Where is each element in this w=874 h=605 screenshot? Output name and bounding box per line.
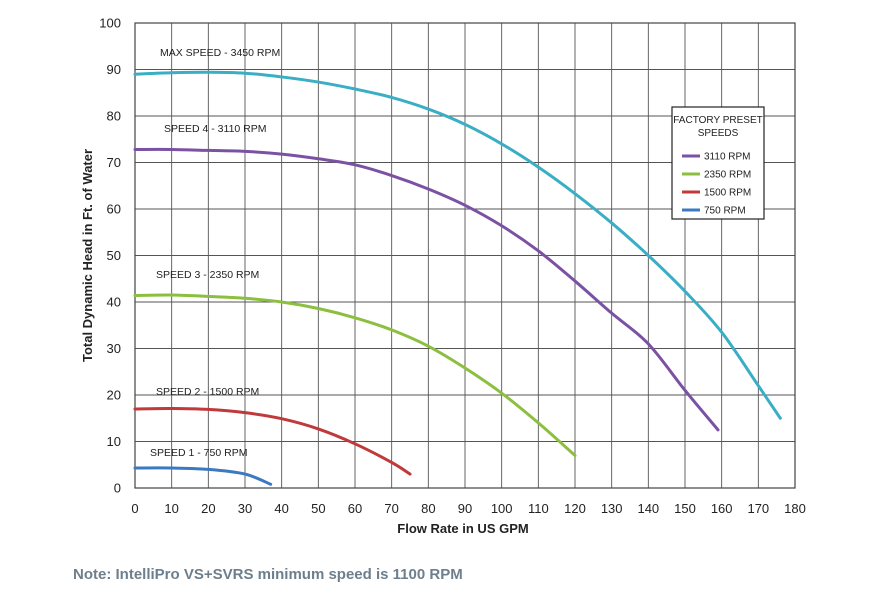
y-axis-title: Total Dynamic Head in Ft. of Water — [80, 149, 95, 362]
y-tick-label: 100 — [99, 16, 121, 31]
legend-label: 750 RPM — [704, 206, 746, 217]
legend-label: 1500 RPM — [704, 188, 751, 199]
x-tick-label: 0 — [131, 501, 138, 516]
series-line-speed-1 — [133, 466, 273, 486]
x-tick-label: 110 — [528, 501, 549, 516]
x-tick-label: 30 — [238, 501, 252, 516]
legend-title: FACTORY PRESET — [673, 115, 762, 126]
y-tick-label: 20 — [107, 388, 121, 403]
series-label-speed-4: SPEED 4 - 3110 RPM — [164, 123, 267, 135]
legend-label: 3110 RPM — [704, 152, 751, 163]
x-tick-label: 180 — [784, 501, 806, 516]
x-tick-label: 140 — [637, 501, 659, 516]
series-label-max-speed: MAX SPEED - 3450 RPM — [160, 47, 280, 59]
x-tick-label: 100 — [491, 501, 513, 516]
series-label-speed-3: SPEED 3 - 2350 RPM — [156, 269, 259, 281]
legend-title: SPEEDS — [698, 128, 739, 139]
x-tick-label: 40 — [274, 501, 288, 516]
x-tick-label: 10 — [164, 501, 178, 516]
plot-frame — [134, 22, 796, 489]
legend-label: 2350 RPM — [704, 170, 751, 181]
x-tick-label: 170 — [747, 501, 769, 516]
series-line-speed-3 — [133, 293, 577, 457]
y-tick-label: 50 — [107, 248, 121, 263]
y-tick-label: 90 — [107, 62, 121, 77]
x-tick-label: 50 — [311, 501, 325, 516]
y-tick-label: 40 — [107, 295, 121, 310]
y-tick-label: 30 — [107, 341, 121, 356]
series-line-max-speed — [133, 70, 782, 420]
y-tick-label: 70 — [107, 155, 121, 170]
y-tick-label: 0 — [114, 481, 121, 496]
x-tick-label: 130 — [601, 501, 623, 516]
minimum-speed-note: Note: IntelliPro VS+SVRS minimum speed i… — [73, 566, 463, 583]
x-tick-label: 160 — [711, 501, 733, 516]
series-line-speed-2 — [133, 406, 412, 476]
series-line-speed-4 — [133, 147, 720, 432]
y-tick-label: 80 — [107, 109, 121, 124]
x-tick-label: 60 — [348, 501, 362, 516]
x-tick-label: 80 — [421, 501, 435, 516]
y-tick-label: 60 — [107, 202, 121, 217]
y-tick-label: 10 — [107, 434, 121, 449]
x-axis-title: Flow Rate in US GPM — [397, 521, 528, 536]
x-tick-label: 150 — [674, 501, 696, 516]
legend-box — [671, 106, 765, 220]
series-label-speed-2: SPEED 2 - 1500 RPM — [156, 386, 259, 398]
series-label-speed-1: SPEED 1 - 750 RPM — [150, 447, 247, 459]
x-tick-label: 120 — [564, 501, 586, 516]
x-tick-label: 70 — [384, 501, 398, 516]
x-tick-label: 20 — [201, 501, 215, 516]
x-tick-label: 90 — [458, 501, 472, 516]
